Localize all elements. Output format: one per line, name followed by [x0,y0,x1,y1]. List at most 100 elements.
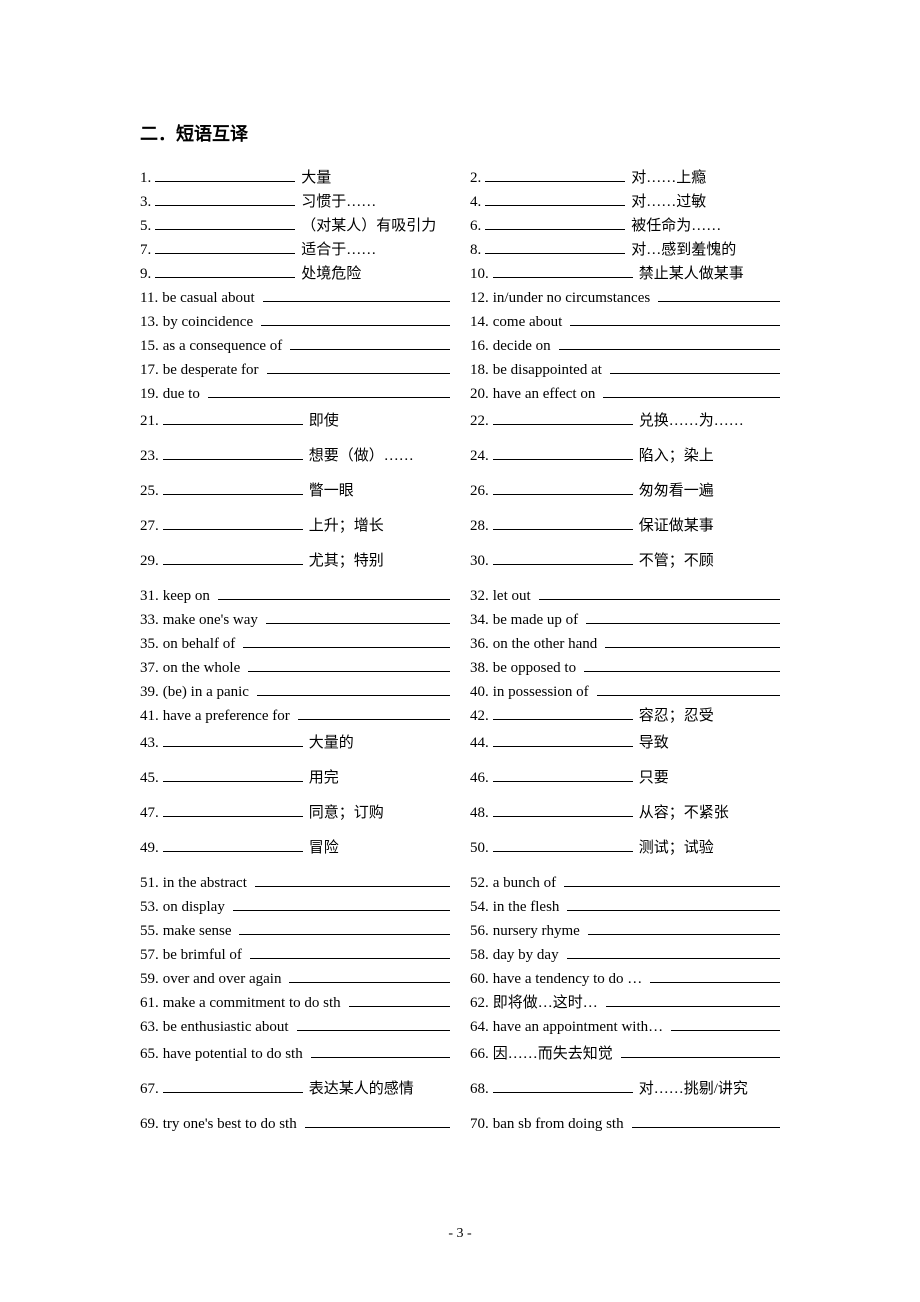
item-number: 25. [140,482,159,500]
fill-blank[interactable] [155,216,295,230]
fill-blank[interactable] [650,969,780,983]
fill-blank[interactable] [485,192,625,206]
item-suffix: 匆匆看一遍 [639,482,714,500]
item-number: 41. [140,707,159,725]
item-number: 59. [140,970,159,988]
fill-blank[interactable] [493,803,633,817]
item-number: 31. [140,587,159,605]
item-suffix: 被任命为…… [631,217,721,235]
fill-blank[interactable] [603,384,780,398]
fill-blank[interactable] [290,336,450,350]
fill-blank[interactable] [163,481,303,495]
item-prefix: have an appointment with… [493,1018,663,1036]
item-number: 48. [470,804,489,822]
fill-blank[interactable] [163,516,303,530]
fill-blank[interactable] [257,682,450,696]
item-number: 53. [140,898,159,916]
fill-blank[interactable] [559,336,780,350]
fill-blank[interactable] [297,1017,450,1031]
fill-blank[interactable] [163,733,303,747]
fill-blank[interactable] [243,634,450,648]
fill-blank[interactable] [267,360,450,374]
exercise-item: 22.兑换……为…… [470,411,780,430]
fill-blank[interactable] [493,706,633,720]
fill-blank[interactable] [239,921,450,935]
item-number: 55. [140,922,159,940]
fill-blank[interactable] [621,1044,780,1058]
fill-blank[interactable] [311,1044,450,1058]
fill-blank[interactable] [632,1114,780,1128]
fill-blank[interactable] [493,446,633,460]
fill-blank[interactable] [155,264,295,278]
fill-blank[interactable] [255,873,450,887]
fill-blank[interactable] [155,168,295,182]
fill-blank[interactable] [493,264,633,278]
fill-blank[interactable] [261,312,450,326]
fill-blank[interactable] [570,312,780,326]
item-prefix: make sense [163,922,232,940]
fill-blank[interactable] [584,658,780,672]
fill-blank[interactable] [266,610,450,624]
fill-blank[interactable] [155,240,295,254]
fill-blank[interactable] [588,921,780,935]
fill-blank[interactable] [606,993,780,1007]
fill-blank[interactable] [658,288,780,302]
exercise-item: 37.on the whole [140,658,450,677]
fill-blank[interactable] [163,803,303,817]
fill-blank[interactable] [605,634,780,648]
exercise-item: 21.即使 [140,411,450,430]
fill-blank[interactable] [233,897,450,911]
exercise-item: 54.in the flesh [470,897,780,916]
item-prefix: be desperate for [163,361,259,379]
document-page: 二．短语互译 1.大量2.对……上瘾3.习惯于……4.对……过敏5.（对某人）有… [0,0,920,1149]
item-prefix: try one's best to do sth [163,1115,297,1133]
fill-blank[interactable] [493,481,633,495]
item-prefix: be brimful of [163,946,242,964]
fill-blank[interactable] [163,838,303,852]
item-number: 15. [140,337,159,355]
fill-blank[interactable] [218,586,450,600]
fill-blank[interactable] [671,1017,780,1031]
fill-blank[interactable] [493,411,633,425]
fill-blank[interactable] [163,551,303,565]
fill-blank[interactable] [305,1114,450,1128]
fill-blank[interactable] [248,658,450,672]
fill-blank[interactable] [567,945,780,959]
fill-blank[interactable] [567,897,780,911]
fill-blank[interactable] [485,216,625,230]
exercise-item: 26.匆匆看一遍 [470,481,780,500]
fill-blank[interactable] [586,610,780,624]
fill-blank[interactable] [163,446,303,460]
item-prefix: 即将做…这时… [493,994,598,1012]
exercise-item: 5.（对某人）有吸引力 [140,216,450,235]
fill-blank[interactable] [493,768,633,782]
fill-blank[interactable] [493,551,633,565]
fill-blank[interactable] [349,993,450,1007]
fill-blank[interactable] [298,706,450,720]
exercise-item: 42.容忍；忍受 [470,706,780,725]
fill-blank[interactable] [250,945,450,959]
fill-blank[interactable] [163,411,303,425]
fill-blank[interactable] [564,873,780,887]
fill-blank[interactable] [597,682,780,696]
item-prefix: as a consequence of [163,337,283,355]
item-suffix: 同意；订购 [309,804,384,822]
item-suffix: 用完 [309,769,339,787]
fill-blank[interactable] [493,838,633,852]
fill-blank[interactable] [163,768,303,782]
fill-blank[interactable] [289,969,450,983]
fill-blank[interactable] [163,1079,303,1093]
fill-blank[interactable] [493,516,633,530]
fill-blank[interactable] [208,384,450,398]
fill-blank[interactable] [263,288,450,302]
fill-blank[interactable] [485,168,625,182]
item-prefix: over and over again [163,970,282,988]
exercise-item: 30.不管；不顾 [470,551,780,570]
fill-blank[interactable] [539,586,780,600]
fill-blank[interactable] [485,240,625,254]
fill-blank[interactable] [493,733,633,747]
item-prefix: be enthusiastic about [163,1018,289,1036]
fill-blank[interactable] [610,360,780,374]
fill-blank[interactable] [493,1079,633,1093]
fill-blank[interactable] [155,192,295,206]
